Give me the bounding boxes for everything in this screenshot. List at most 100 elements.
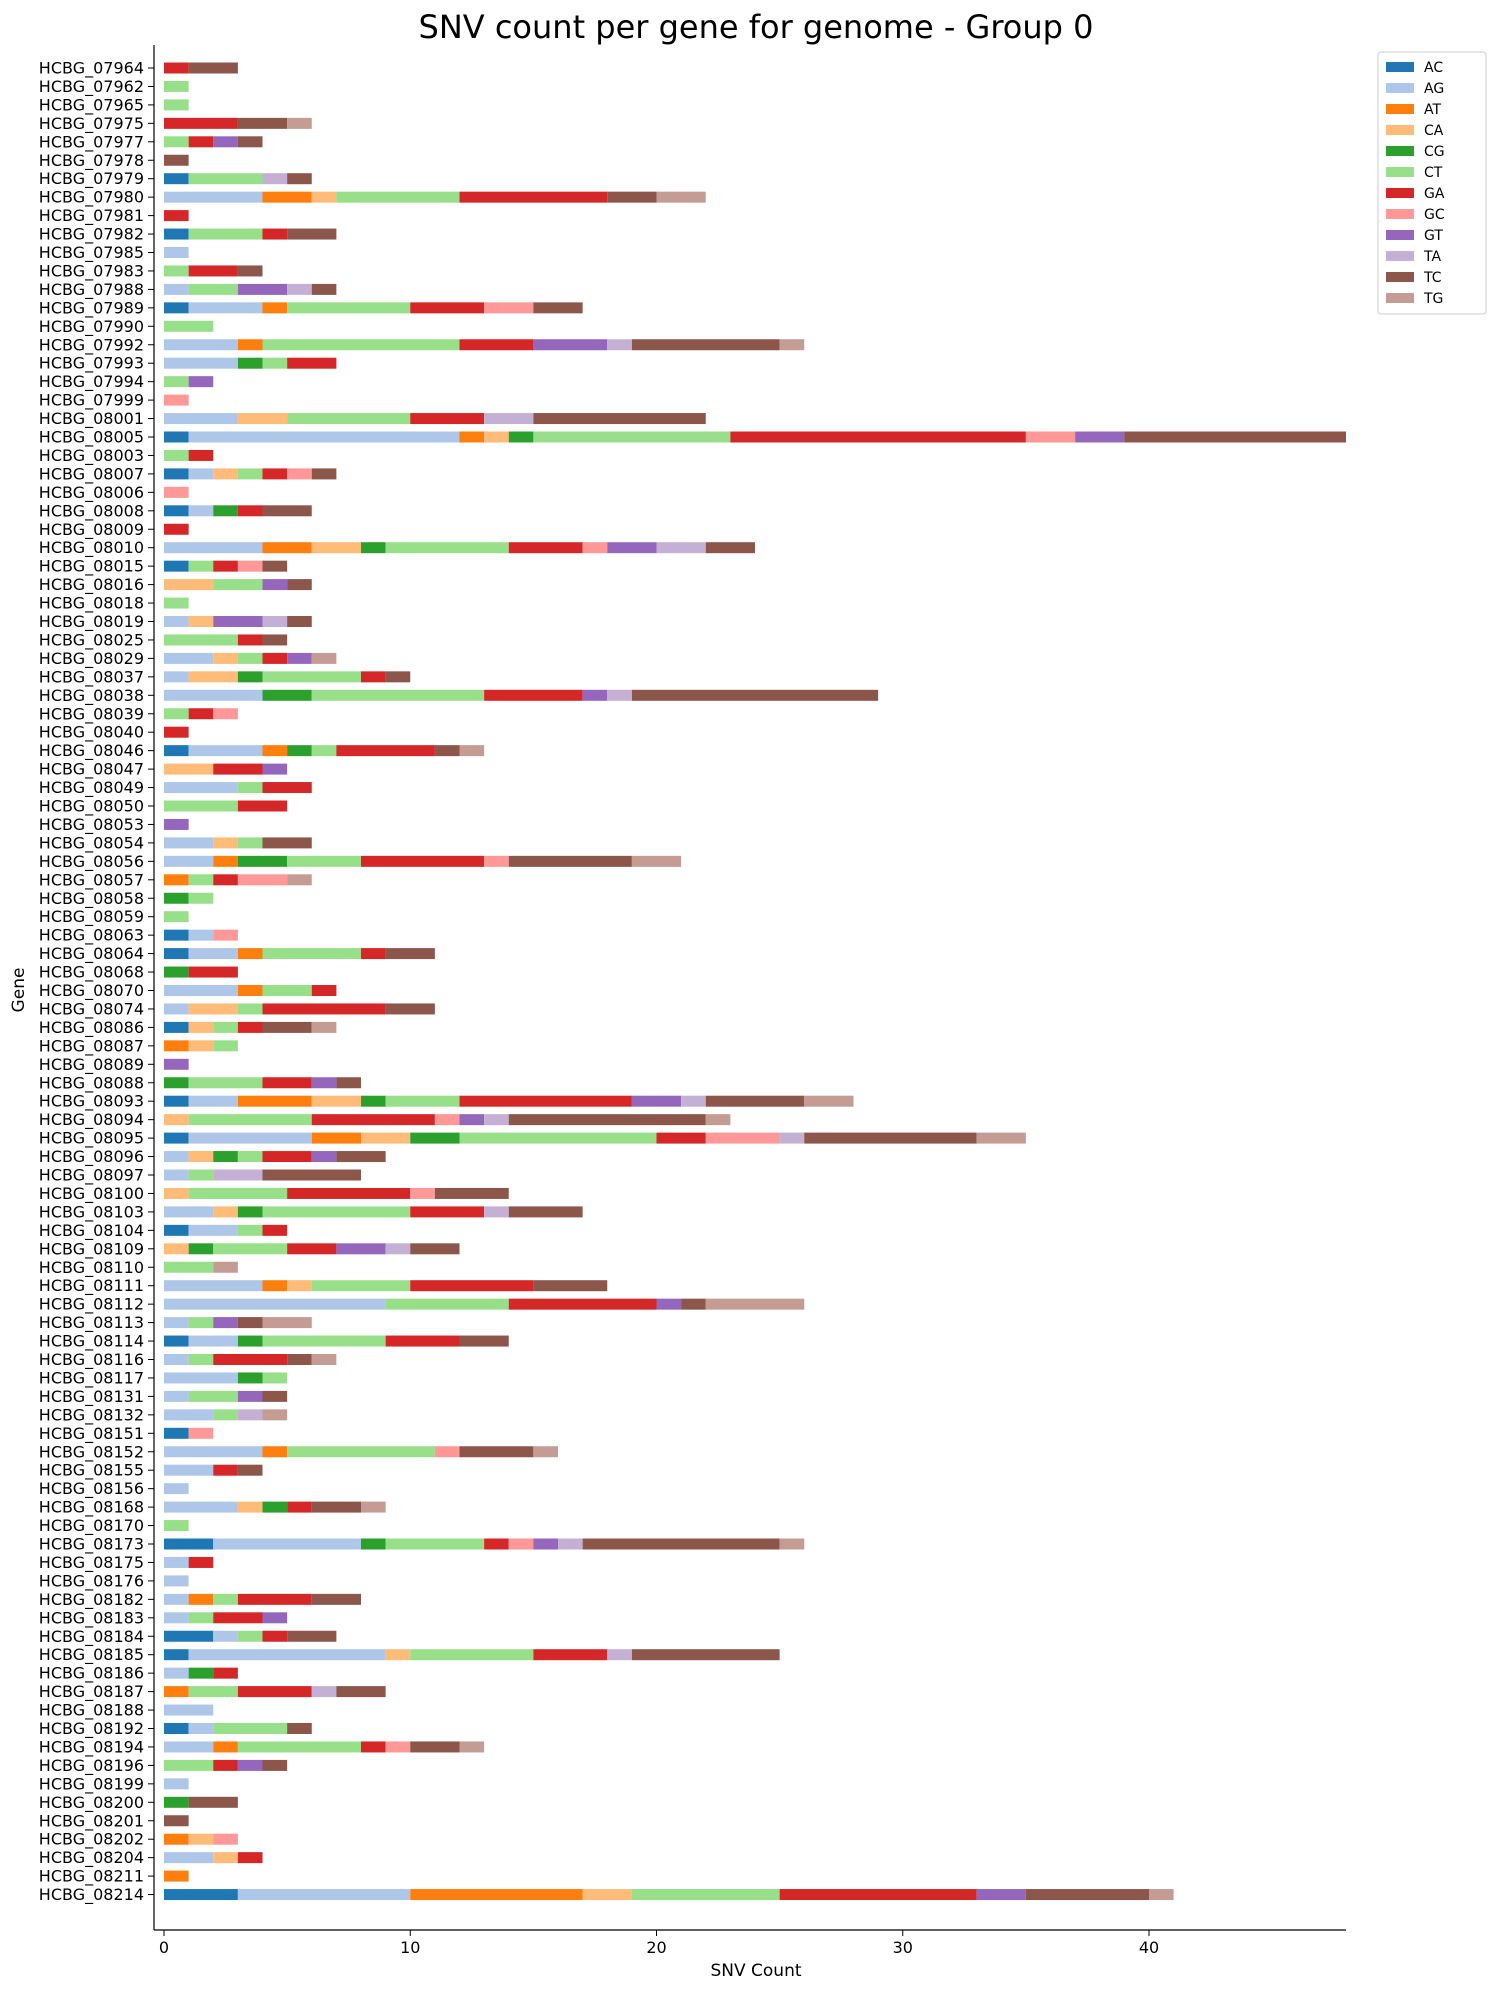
bar-segment-cg [262,689,312,701]
y-tick-label: HCBG_08200 [39,1793,144,1813]
bar-segment-gc [434,1446,460,1458]
y-tick-label: HCBG_08074 [39,999,144,1019]
y-tick-label: HCBG_08114 [39,1332,144,1352]
bar-segment-ga [508,542,583,554]
bar-segment-tc [533,413,706,425]
bar-segment-ac [164,1132,189,1144]
bar-segment-tc [607,191,657,203]
bar-segment-ct [213,1409,238,1421]
bar-segment-ga [237,800,288,812]
bar-segment-ct [385,1095,460,1107]
legend-label-tg: TG [1423,291,1443,307]
bar-segment-cg [188,1243,214,1255]
bar-segment-at [213,855,238,867]
bar-segment-ag [164,1390,189,1402]
legend-swatch-at [1386,104,1414,114]
y-tick-label: HCBG_08094 [39,1110,144,1130]
y-tick-label: HCBG_08192 [39,1719,144,1739]
bar-segment-ca [385,1649,411,1661]
bar-segment-ac [164,505,189,517]
bar-segment-tc [459,1335,509,1347]
bar-segment-at [459,431,485,443]
bar-segment-ag [188,468,214,480]
x-axis-ticks: 0 10 20 30 40 [159,1930,1159,1957]
legend-label-ta: TA [1423,249,1441,265]
y-tick-label: HCBG_07985 [39,243,144,263]
bar-segment-ag [188,1649,386,1661]
bar-segment-ga [237,1021,263,1033]
bar-segment-gc [164,486,189,498]
bar-segment-tc [631,1649,780,1661]
legend: AC AG AT CA CG CT GA GC GT TA TC TG [1377,51,1487,315]
bar-segment-ct [262,1335,386,1347]
bar-segment-ta [484,1206,509,1218]
bar-segment-gc [188,1427,214,1439]
y-tick-label: HCBG_07980 [39,188,144,208]
y-tick-label: HCBG_07964 [39,59,144,79]
bar-segment-ta [385,1243,411,1255]
bar-segment-ct [164,597,189,609]
bar-segment-ga [287,1187,411,1199]
bar-segment-gc [410,1187,435,1199]
bar-segment-tc [311,1593,361,1605]
bar-segment-ga [459,1095,632,1107]
bar-segment-ca [311,191,337,203]
bar-segment-ct [237,468,263,480]
bar-segment-gt [656,1298,682,1310]
bar-segment-gc [213,1833,238,1845]
bar-segment-ag [164,1575,189,1587]
legend-swatch-ag [1386,83,1414,93]
y-tick-label: HCBG_08086 [39,1018,144,1038]
bar-segment-ca [237,413,288,425]
bar-segment-tc [287,1354,312,1365]
bar-segment-ct [287,1446,435,1458]
bar-segment-ct [164,708,189,720]
bar-segment-gt [213,616,263,627]
bar-segment-gt [237,283,288,295]
bar-segment-tc [705,542,755,554]
bar-segment-ta [681,1095,706,1107]
y-tick-label: HCBG_07981 [39,206,144,226]
bar-segment-ct [237,1151,263,1163]
bar-segment-ca [188,1003,238,1015]
bar-segment-tc [508,1114,706,1126]
bar-segment-ga [262,1224,288,1236]
bar-segment-gt [311,1151,337,1163]
bar-segment-tc [385,948,435,960]
y-tick-label: HCBG_08040 [39,723,144,743]
y-tick-label: HCBG_08054 [39,833,144,853]
bar-segment-gt [164,1058,189,1070]
bar-segment-ag [164,1446,263,1458]
y-tick-label: HCBG_08199 [39,1774,144,1794]
bar-segment-ag [164,1169,189,1181]
bar-segment-ta [779,1132,805,1144]
bar-segment-cg [237,357,263,369]
bar-segment-ga [311,985,337,996]
bar-segment-ga [410,302,485,314]
bar-segment-ag [164,671,189,683]
bar-segment-ag [164,1409,214,1421]
bar-segment-ct [287,413,411,425]
y-tick-label: HCBG_08058 [39,889,144,909]
bar-segment-at [237,1095,312,1107]
bar-segment-ga [188,1556,214,1568]
y-tick-label: HCBG_08183 [39,1608,144,1628]
bar-segment-ca [361,1132,411,1144]
y-tick-label: HCBG_08132 [39,1405,144,1425]
bar-segment-ga [237,1852,263,1864]
bar-segment-ag [164,339,238,351]
bar-segment-gc [385,1741,411,1753]
y-tick-label: HCBG_07975 [39,114,144,134]
bar-segment-ac [164,1095,189,1107]
bar-segment-ag [164,1372,238,1384]
bar-segment-ct [164,376,189,388]
bar-segment-ag [164,855,214,867]
bar-segment-ga [188,708,214,720]
bar-segment-ta [558,1538,583,1550]
bar-segment-ca [164,1243,189,1255]
bar-segment-ct [311,1280,411,1292]
bar-segment-ct [188,1317,214,1329]
bar-segment-ag [164,1667,189,1679]
bar-segment-gt [311,1077,337,1089]
legend-label-ag: AG [1424,81,1444,97]
